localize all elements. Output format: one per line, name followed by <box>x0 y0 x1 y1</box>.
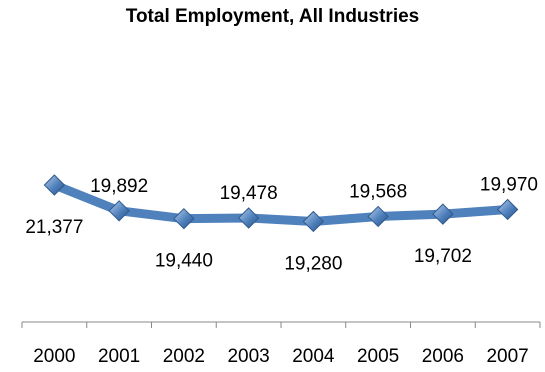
chart-title: Total Employment, All Industries <box>125 6 420 27</box>
data-point-marker <box>237 207 260 229</box>
data-label: 21,377 <box>25 217 83 238</box>
x-tick-label: 2007 <box>486 346 528 367</box>
x-tick-label: 2004 <box>292 346 335 367</box>
data-point-marker <box>43 174 66 196</box>
data-point-marker <box>108 200 130 222</box>
data-label: 19,440 <box>155 251 213 272</box>
x-tick-label: 2002 <box>163 346 205 367</box>
data-point-marker <box>496 198 519 221</box>
data-point-marker <box>173 207 195 230</box>
data-label: 19,568 <box>349 181 407 202</box>
data-label: 19,892 <box>90 176 148 197</box>
data-point-marker <box>302 210 325 233</box>
x-tick-label: 2000 <box>33 346 75 367</box>
x-tick-label: 2006 <box>422 346 464 367</box>
data-point-marker <box>432 203 454 225</box>
data-label: 19,970 <box>480 174 538 195</box>
data-label: 19,280 <box>284 253 342 274</box>
x-tick-label: 2001 <box>98 346 140 367</box>
data-point-marker <box>367 205 389 228</box>
series-line <box>49 180 513 226</box>
data-label: 19,702 <box>414 246 472 267</box>
data-label: 19,478 <box>220 183 278 204</box>
x-tick-label: 2005 <box>357 346 399 367</box>
x-tick-label: 2003 <box>227 346 269 367</box>
